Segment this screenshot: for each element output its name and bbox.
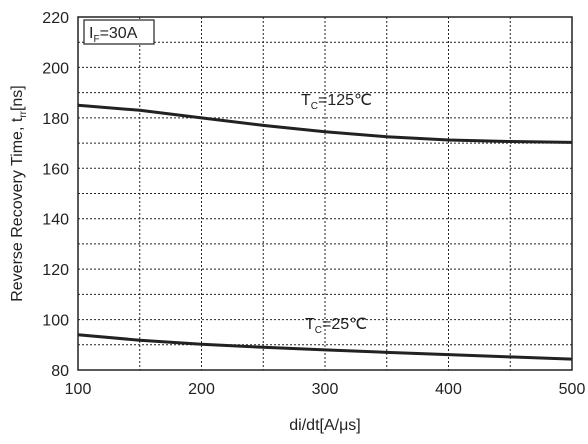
series-label-symbol: T — [305, 316, 315, 333]
annotation-box — [83, 19, 155, 45]
x-tick-label: 200 — [188, 381, 215, 398]
y-axis-label: Reverse Recovery Time, trr[ns] — [9, 85, 29, 302]
annotation-symbol: I — [89, 25, 93, 42]
series-label-tc-25: TC=25℃ — [305, 316, 367, 336]
series-label-tc-125: TC=125℃ — [301, 92, 372, 112]
y-axis-label-subscript: rr — [18, 110, 29, 117]
y-tick-label: 160 — [42, 161, 69, 178]
y-tick-label: 80 — [51, 363, 69, 380]
y-tick-label: 200 — [42, 60, 69, 77]
series-label-symbol: T — [301, 92, 311, 109]
series-label-value: =25℃ — [322, 316, 367, 333]
plot-frame — [77, 16, 573, 371]
y-tick-label: 120 — [42, 262, 69, 279]
x-tick-label: 100 — [65, 381, 92, 398]
y-axis-label-suffix: [ns] — [9, 85, 26, 111]
series-line-1 — [77, 333, 573, 361]
series-layer — [77, 103, 573, 361]
y-tick-label: 220 — [42, 10, 69, 27]
annotation-text: IF=30A — [89, 25, 138, 45]
y-axis-label-prefix: Reverse Recovery Time, t — [9, 117, 26, 302]
y-tick-label: 100 — [42, 313, 69, 330]
x-tick-label: 300 — [312, 381, 339, 398]
annotation-subscript: F — [93, 34, 99, 45]
annotation-value: =30A — [100, 25, 138, 42]
series-label-subscript: C — [315, 325, 322, 336]
grid — [78, 17, 572, 370]
x-axis-label: di/dt[A/μs] — [289, 417, 360, 434]
series-line-0 — [77, 103, 573, 144]
series-label-subscript: C — [311, 101, 318, 112]
y-tick-label: 140 — [42, 212, 69, 229]
series-label-value: =125℃ — [318, 92, 372, 109]
annotation-if-30a: IF=30A — [83, 19, 155, 45]
y-tick-label: 180 — [42, 111, 69, 128]
x-tick-label: 400 — [435, 381, 462, 398]
x-tick-label: 500 — [559, 381, 586, 398]
